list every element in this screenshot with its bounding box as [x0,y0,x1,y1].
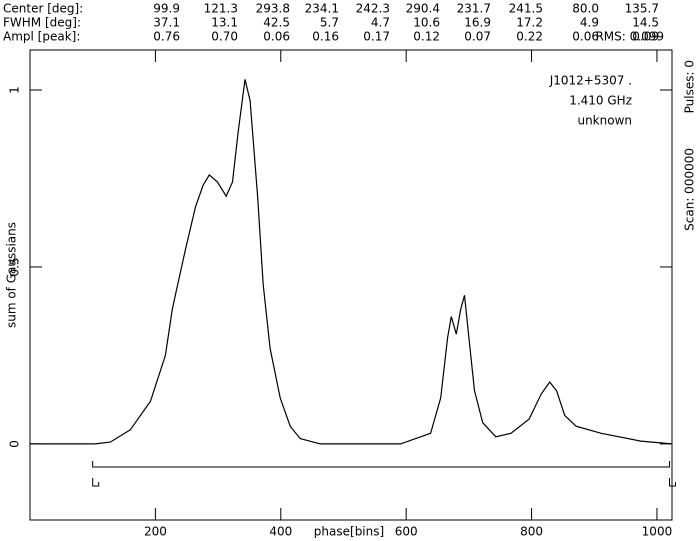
x-tick-label: 800 [520,525,543,539]
header-value: 0.17 [363,30,390,44]
header-value: 241.5 [509,2,543,16]
window-marker [668,478,676,487]
header-value: 99.9 [153,2,180,16]
rms-label: RMS: 0.099 [595,30,664,44]
header-value: 0.12 [413,30,440,44]
header-value: 121.3 [204,2,238,16]
header-label: FWHM [deg]: [3,16,81,30]
header-value: 10.6 [413,16,440,30]
side-label: Pulses: 0 [683,60,697,113]
header-value: 0.16 [312,30,339,44]
header-value: 0.70 [211,30,238,44]
x-tick-label: 600 [395,525,418,539]
header-value: 37.1 [153,16,180,30]
side-label: Scan: 000000 [683,148,697,231]
y-tick-label: 0 [8,440,22,448]
y-tick-label: 0.5 [8,257,22,276]
x-tick-label: 400 [269,525,292,539]
header-label: Ampl [peak]: [3,30,80,44]
plot-frame [29,49,673,521]
header-value: 242.3 [356,2,390,16]
annotation: unknown [577,114,632,128]
header-value: 42.5 [263,16,290,30]
window-bracket [92,461,670,468]
header-value: 0.22 [516,30,543,44]
annotation: 1.410 GHz [569,94,632,108]
header-label: Center [deg]: [3,2,83,16]
header-value: 0.07 [464,30,491,44]
header-value: 231.7 [457,2,491,16]
header-value: 293.8 [256,2,290,16]
header-value: 16.9 [464,16,491,30]
header-value: 234.1 [305,2,339,16]
x-tick-label: 1000 [642,525,673,539]
y-axis-label: sum of Gaussians [5,222,19,328]
header-value: 17.2 [516,16,543,30]
header-value: 290.4 [406,2,440,16]
header-value: 13.1 [211,16,238,30]
window-marker [92,478,100,487]
header-value: 5.7 [320,16,339,30]
header-value: 14.5 [632,16,659,30]
header-value: 0.06 [572,30,599,44]
y-tick-label: 1 [8,86,22,94]
header-value: 80.0 [572,2,599,16]
header-value: 0.76 [153,30,180,44]
header-value: 0.06 [263,30,290,44]
header-value: 135.7 [625,2,659,16]
profile-line [30,79,673,445]
header-value: 0.09 [632,30,659,44]
x-axis-label: phase[bins] [314,525,384,539]
annotation: J1012+5307 . [549,74,632,88]
x-tick-label: 200 [144,525,167,539]
header-value: 4.7 [371,16,390,30]
header-value: 4.9 [580,16,599,30]
